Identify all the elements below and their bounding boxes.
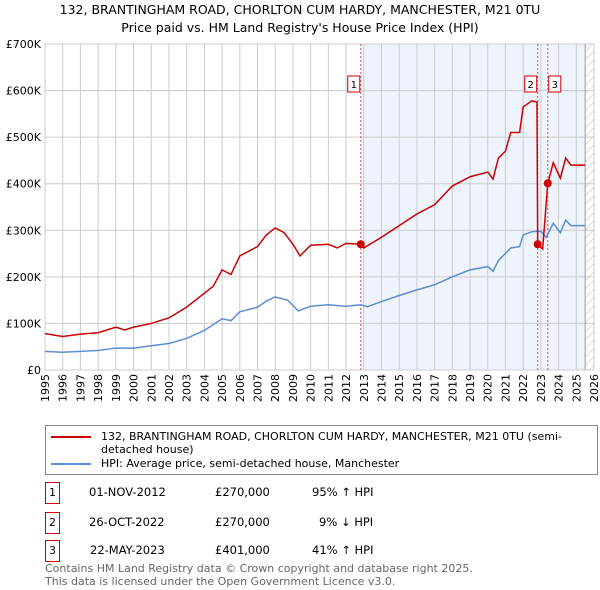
x-tick-label: 2011 [322,374,335,402]
sale-row: 1 01-NOV-2012 £270,000 95% ↑ HPI [45,482,445,504]
sale-hpi: 41% ↑ HPI [312,543,374,557]
y-tick-label: £700K [6,38,42,51]
x-tick-label: 2014 [375,374,388,402]
sale-price: £401,000 [215,543,270,557]
y-tick-label: £600K [6,85,42,98]
legend-swatch-property [51,436,91,438]
sale-label-box [548,75,562,93]
shaded-region [360,44,586,370]
legend: 132, BRANTINGHAM ROAD, CHORLTON CUM HARD… [45,425,598,475]
x-tick-label: 2000 [128,374,141,402]
x-tick-label: 2003 [181,374,194,402]
x-tick-label: 2005 [216,374,229,402]
x-tick-label: 2007 [252,374,265,402]
x-tick-label: 2008 [269,374,282,402]
sale-badge: 1 [45,482,60,504]
x-tick-label: 2022 [517,374,530,402]
y-tick-label: £500K [6,131,42,144]
forecast-hatch [585,44,594,370]
x-tick-label: 1999 [110,374,123,402]
y-tick-label: £300K [6,224,42,237]
x-tick-label: 2004 [198,374,211,402]
sale-hpi: 9% ↓ HPI [319,515,374,529]
x-tick-label: 1995 [39,374,52,402]
y-tick-label: £0 [27,364,41,377]
x-tick-label: 2015 [393,374,406,402]
x-tick-label: 2006 [234,374,247,402]
sale-date: 01-NOV-2012 [89,485,166,499]
sale-price: £270,000 [215,485,270,499]
sale-label-box [347,75,361,93]
sale-label: 3 [552,80,558,91]
legend-swatch-hpi [51,463,91,465]
chart-subtitle: Price paid vs. HM Land Registry's House … [121,20,479,35]
sale-row: 2 26-OCT-2022 £270,000 9% ↓ HPI [45,512,445,534]
series-line-property [44,100,586,338]
x-tick-label: 2002 [163,374,176,402]
x-tick-label: 2024 [553,374,566,402]
x-tick-label: 2009 [287,374,300,402]
x-tick-label: 1997 [74,374,87,402]
x-tick-label: 2019 [464,374,477,402]
x-tick-label: 2026 [588,374,600,402]
x-tick-label: 2025 [570,374,583,402]
x-tick-label: 1998 [92,374,105,402]
price-chart: 1995 1996 1997 1998 1999 2000 2001 2002 2003 2004… [6,38,600,402]
x-tick-label: 2018 [446,374,459,402]
sale-badge: 3 [45,540,60,562]
x-tick-label: 2021 [499,374,512,402]
x-tick-label: 1996 [57,374,70,402]
x-tick-label: 2020 [482,374,495,402]
footer-licence: This data is licensed under the Open Gov… [45,575,396,588]
y-tick-label: £100K [6,317,42,330]
footer-copyright: Contains HM Land Registry data © Crown c… [45,562,473,575]
sale-hpi: 95% ↑ HPI [312,485,374,499]
legend-label-hpi: HPI: Average price, semi-detached house,… [101,457,400,470]
sale-date: 22-MAY-2023 [90,543,165,557]
x-tick-label: 2016 [411,374,424,402]
sale-point [543,179,552,188]
sale-label: 1 [351,80,357,91]
x-tick-label: 2012 [340,374,353,402]
y-tick-label: £400K [6,178,42,191]
x-tick-label: 2010 [305,374,318,402]
sale-point [533,240,542,249]
sale-date: 26-OCT-2022 [89,515,165,529]
x-tick-label: 2001 [145,374,158,402]
legend-label-property: 132, BRANTINGHAM ROAD, CHORLTON CUM HARD… [101,430,563,456]
sale-badge: 2 [45,512,60,534]
sale-price: £270,000 [215,515,270,529]
x-tick-label: 2013 [358,374,371,402]
sale-row: 3 22-MAY-2023 £401,000 41% ↑ HPI [45,540,445,562]
sale-point [356,240,365,249]
chart-title: 132, BRANTINGHAM ROAD, CHORLTON CUM HARD… [59,2,541,17]
sale-label-box [524,75,538,93]
x-tick-label: 2023 [535,374,548,402]
sale-label: 2 [527,80,533,91]
series-line-hpi [44,218,586,354]
y-tick-label: £200K [6,271,42,284]
x-tick-label: 2017 [429,374,442,402]
